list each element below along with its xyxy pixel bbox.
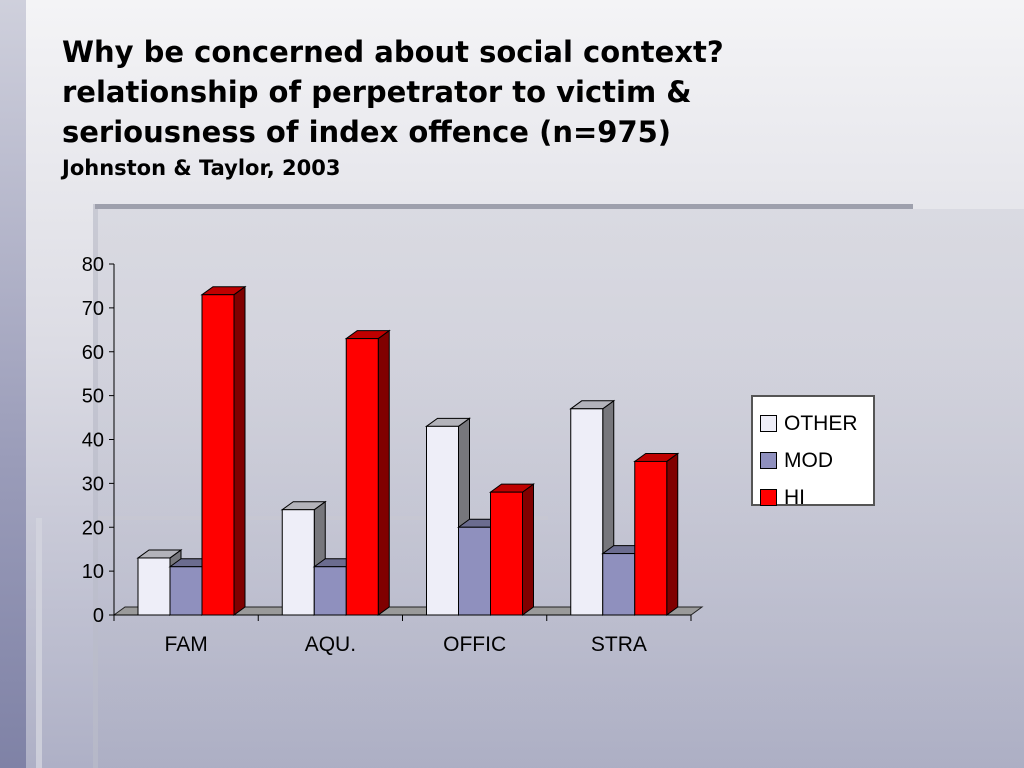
y-tick-label: 60 <box>82 342 104 364</box>
bar-hi-1 <box>345 338 379 616</box>
horizontal-accent-bar <box>95 204 913 209</box>
y-tick-label: 80 <box>82 254 104 276</box>
legend-label-mod: MOD <box>784 448 833 472</box>
bar-side-hi-2 <box>522 483 534 616</box>
y-tick-label: 70 <box>82 298 104 320</box>
legend-item-hi: HI <box>760 479 873 516</box>
x-tick-label: OFFIC <box>443 633 506 656</box>
y-tick-label: 50 <box>82 386 104 408</box>
bar-mod-3 <box>602 553 636 616</box>
bar-hi-0 <box>201 294 235 616</box>
title-line-1: Why be concerned about social context? <box>62 35 724 69</box>
chart-legend: OTHER MOD HI <box>751 395 875 509</box>
y-tick-label: 20 <box>82 517 104 539</box>
y-tick-label: 30 <box>82 473 104 495</box>
bar-other-0 <box>137 557 171 616</box>
legend-label-other: OTHER <box>784 411 858 435</box>
bar-mod-1 <box>313 566 347 616</box>
legend-label-hi: HI <box>784 485 805 509</box>
slide-subtitle: Johnston & Taylor, 2003 <box>62 156 341 180</box>
legend-item-other: OTHER <box>760 405 873 442</box>
title-line-2: relationship of perpetrator to victim & <box>62 75 692 109</box>
bar-mod-0 <box>169 566 203 616</box>
legend-swatch-other <box>760 415 777 432</box>
x-tick-label: FAM <box>165 633 208 656</box>
y-tick-label: 0 <box>93 605 104 627</box>
bar-side-hi-0 <box>233 285 246 616</box>
bar-hi-2 <box>490 491 523 616</box>
y-tick-label: 10 <box>82 561 104 583</box>
bar-hi-3 <box>634 460 668 616</box>
left-stripe-decoration <box>0 0 26 768</box>
title-line-3: seriousness of index offence (n=975) <box>62 115 672 149</box>
vertical-accent-bar <box>93 204 98 768</box>
legend-swatch-mod <box>760 452 777 469</box>
bar-other-1 <box>281 509 315 616</box>
x-tick-label: STRA <box>591 633 647 656</box>
bar-other-2 <box>426 425 459 616</box>
bar-mod-2 <box>458 526 491 616</box>
bar-side-hi-1 <box>377 329 390 616</box>
legend-swatch-hi <box>760 489 777 506</box>
x-tick-label: AQU. <box>305 633 356 656</box>
bar-other-3 <box>570 408 604 616</box>
legend-item-mod: MOD <box>760 442 873 479</box>
bar-side-hi-3 <box>666 452 679 616</box>
left-accent-line <box>36 518 42 768</box>
slide-title: Why be concerned about social context? r… <box>62 32 962 152</box>
y-tick-label: 40 <box>82 430 104 452</box>
